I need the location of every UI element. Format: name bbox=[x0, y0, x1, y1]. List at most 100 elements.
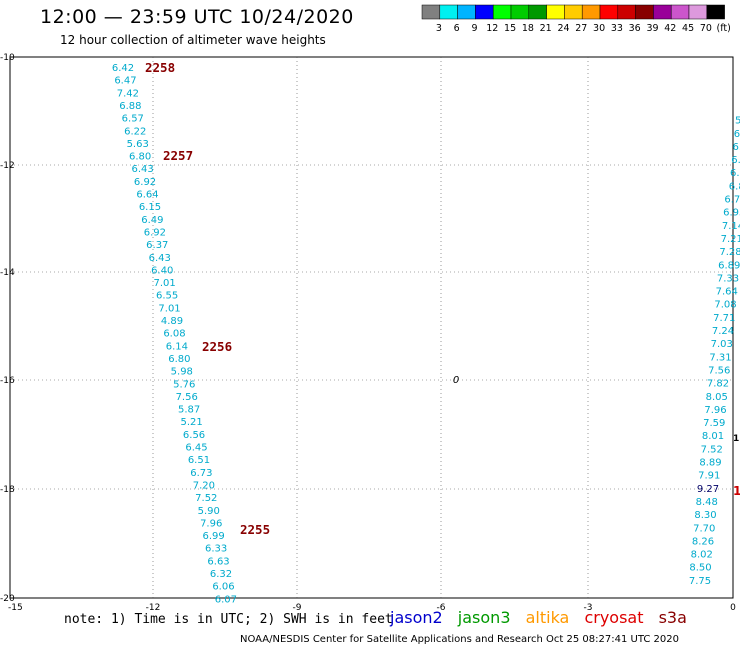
y-tick-label: -18 bbox=[0, 485, 15, 495]
wave-height-value: 9.27 bbox=[697, 484, 719, 495]
x-tick-label: -12 bbox=[146, 603, 161, 613]
wave-height-value: 6.43 bbox=[131, 164, 153, 175]
color-legend: 3 6 9 12 15 18 21 24 27 30 33 36 39 42 45 70 (ft) bbox=[421, 4, 731, 34]
wave-height-value: 8.50 bbox=[689, 563, 711, 574]
wave-height-value: 5.87 bbox=[178, 405, 200, 416]
wave-height-value: 7.82 bbox=[707, 379, 729, 390]
wave-height-value: 5.76 bbox=[173, 379, 195, 390]
wave-height-value: 6.47 bbox=[114, 76, 136, 87]
footer-note: note: 1) Time is in UTC; 2) SWH is in fe… bbox=[64, 612, 393, 627]
credit-line: NOAA/NESDIS Center for Satellite Applica… bbox=[240, 634, 679, 645]
wave-height-value: 7.96 bbox=[704, 405, 726, 416]
wave-height-value: 6.37 bbox=[146, 240, 168, 251]
wave-height-value: 6.80 bbox=[168, 354, 190, 365]
wave-height-value: 7.75 bbox=[689, 576, 711, 587]
wave-height-value: 4.89 bbox=[161, 316, 183, 327]
satellite-s3a: s3a bbox=[658, 608, 687, 627]
map-subtitle: 12 hour collection of altimeter wave hei… bbox=[60, 33, 326, 47]
x-tick-label: -6 bbox=[437, 603, 446, 613]
wave-height-value: 7.91 bbox=[698, 471, 720, 482]
wave-height-value: 6.92 bbox=[144, 227, 166, 238]
wave-height-value: 7.28 bbox=[719, 247, 740, 258]
wave-height-value: 6.43 bbox=[149, 253, 171, 264]
wave-height-value: 5.98 bbox=[171, 367, 193, 378]
wave-height-value: 6.42 bbox=[112, 63, 134, 74]
satellite-altika: altika bbox=[525, 608, 570, 627]
wave-height-value: 7.56 bbox=[176, 392, 198, 403]
wave-height-value: 6.95 bbox=[723, 208, 740, 219]
wave-height-value: 7.52 bbox=[195, 493, 217, 504]
track-time-label: 2257 bbox=[163, 148, 193, 163]
satellite-jason3: jason3 bbox=[457, 608, 511, 627]
wave-height-value: 7.42 bbox=[117, 88, 139, 99]
legend-swatch bbox=[706, 4, 725, 20]
wave-height-value: 7.71 bbox=[713, 313, 735, 324]
wave-height-value: 8.05 bbox=[706, 392, 728, 403]
legend-label: 42 bbox=[664, 23, 676, 34]
wave-height-value: 6.1 bbox=[731, 155, 740, 166]
x-tick-label: -15 bbox=[8, 603, 23, 613]
wave-height-value: 6.8 bbox=[729, 181, 740, 192]
wave-height-value: 8.26 bbox=[692, 536, 714, 547]
wave-height-value: 6.80 bbox=[129, 152, 151, 163]
edge-mark: 1 bbox=[733, 434, 739, 444]
wave-height-value: 8.48 bbox=[696, 497, 718, 508]
wave-height-value: 6.15 bbox=[139, 202, 161, 213]
wave-height-value: 7.03 bbox=[711, 339, 733, 350]
wave-height-value: 6.08 bbox=[163, 329, 185, 340]
legend-label: 24 bbox=[557, 23, 569, 34]
wave-height-value: 6.45 bbox=[185, 443, 207, 454]
wave-height-value: 7.59 bbox=[703, 418, 725, 429]
map-title: 12:00 — 23:59 UTC 10/24/2020 bbox=[40, 6, 354, 28]
wave-height-value: 6.7 bbox=[734, 129, 740, 140]
legend-label: 15 bbox=[504, 23, 516, 34]
y-tick-label: -20 bbox=[0, 594, 15, 604]
wave-height-value: 6.32 bbox=[210, 569, 232, 580]
legend-label: 39 bbox=[646, 23, 658, 34]
y-tick-label: -14 bbox=[0, 268, 15, 278]
center-marker: 0 bbox=[453, 375, 459, 386]
satellite-legend: jason2 jason3 altika cryosat s3a bbox=[390, 608, 697, 627]
map-frame bbox=[9, 56, 734, 599]
wave-height-value: 6.55 bbox=[156, 291, 178, 302]
wave-height-value: 6.99 bbox=[203, 531, 225, 542]
wave-height-value: 7.20 bbox=[193, 480, 215, 491]
wave-height-value: 6.63 bbox=[207, 556, 229, 567]
legend-label: 6 bbox=[454, 23, 460, 34]
satellite-cryosat: cryosat bbox=[584, 608, 644, 627]
track-time-label: 2256 bbox=[202, 339, 232, 354]
y-tick-label: -12 bbox=[0, 161, 15, 171]
legend-label: 33 bbox=[611, 23, 623, 34]
wave-height-value: 7.56 bbox=[708, 365, 730, 376]
wave-height-value: 6.40 bbox=[151, 265, 173, 276]
wave-height-value: 7.14 bbox=[722, 221, 740, 232]
wave-height-value: 7.31 bbox=[709, 352, 731, 363]
y-tick-label: -10 bbox=[0, 53, 15, 63]
legend-label: 70 bbox=[700, 23, 712, 34]
satellite-jason2: jason2 bbox=[390, 608, 443, 627]
wave-height-value: 5.90 bbox=[198, 506, 220, 517]
wave-height-value: 6.56 bbox=[183, 430, 205, 441]
wave-height-value: 6.33 bbox=[205, 544, 227, 555]
legend-label: 36 bbox=[629, 23, 641, 34]
legend-label: 3 bbox=[436, 23, 442, 34]
wave-height-value: 6.22 bbox=[124, 126, 146, 137]
wave-height-value: 6.06 bbox=[212, 582, 234, 593]
wave-height-value: 7.96 bbox=[200, 518, 222, 529]
legend-label: 21 bbox=[540, 23, 552, 34]
wave-height-value: 6.73 bbox=[190, 468, 212, 479]
wave-height-value: 7.01 bbox=[154, 278, 176, 289]
wave-height-value: 5.21 bbox=[180, 417, 202, 428]
wave-height-value: 6.64 bbox=[136, 190, 158, 201]
legend-label: 27 bbox=[575, 23, 587, 34]
wave-height-value: 7.21 bbox=[721, 234, 740, 245]
wave-height-value: 6.92 bbox=[134, 177, 156, 188]
wave-height-value: 7.24 bbox=[712, 326, 734, 337]
wave-height-value: 8.01 bbox=[702, 431, 724, 442]
wave-height-value: 7.08 bbox=[714, 300, 736, 311]
wave-height-value: 6.76 bbox=[724, 195, 740, 206]
legend-label: 30 bbox=[593, 23, 605, 34]
edge-mark: 1 bbox=[733, 484, 740, 498]
track-time-label: 2255 bbox=[240, 522, 270, 537]
